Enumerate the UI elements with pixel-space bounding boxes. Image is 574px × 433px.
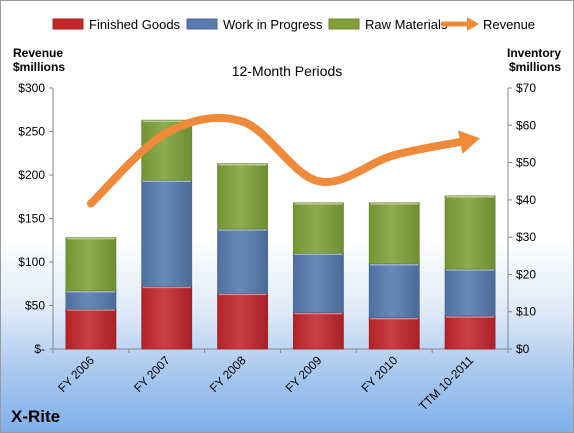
x-tick-label: FY 2009 [283,353,325,395]
brand-label: X-Rite [11,407,60,426]
bar-segment [65,290,117,310]
right-axis-title-line1: Inventory [507,46,561,60]
bar-segment [217,163,268,230]
right-tick-label: $70 [516,81,536,95]
legend-label: Finished Goods [89,17,181,32]
bar-segment [293,202,344,254]
bar-segment [217,228,268,294]
bar-segment [293,312,344,350]
right-tick-label: $20 [516,267,536,281]
left-tick-label: $300 [18,81,45,95]
bar-segment [141,179,193,287]
revenue-arrowhead [457,130,480,154]
right-tick-label: $40 [516,193,536,207]
left-tick-label: $50 [25,299,45,313]
x-tick-label: FY 2006 [55,353,97,395]
left-tick-label: $100 [18,255,45,269]
right-tick-label: $60 [516,118,536,132]
bar-segment [444,315,496,350]
x-tick-label: TTM 10-2011 [416,353,476,413]
legend-arrow [467,17,479,31]
bar-segment [368,317,420,350]
x-tick-label: FY 2007 [131,353,173,395]
legend-label: Work in Progress [223,17,323,32]
x-tick-label: FY 2010 [359,353,401,395]
legend-label: Revenue [483,17,535,32]
right-tick-label: $10 [516,305,536,319]
bar-segment [65,237,117,292]
bar-segment [368,202,420,265]
revenue-line-path [86,113,475,208]
legend-label: Raw Materials [365,17,448,32]
bar-segment [444,268,496,317]
axes: $- $50 $100 $150 $200 $250 $300 $0 $10 $20 $30 $40 $… [18,81,536,356]
bar-segment [141,285,193,350]
x-tick-label: FY 2008 [207,353,249,395]
bar-segment [65,308,117,350]
right-tick-label: $30 [516,230,536,244]
left-tick-label: $- [34,342,45,356]
legend-swatch [52,18,84,30]
left-axis-title-line1: Revenue [13,46,63,60]
left-tick-label: $150 [18,212,45,226]
legend-swatch [328,18,360,30]
left-axis-title-line2: $millions [13,60,65,74]
left-tick-label: $200 [18,168,45,182]
right-axis-title-line2: $millions [509,60,561,74]
bar-segment [444,195,496,270]
chart-title: 12-Month Periods [232,63,343,79]
bar-segment [217,292,268,350]
bar-segment [293,252,344,313]
legend: Finished Goods Work in Progress Raw Materi… [52,17,535,32]
left-tick-label: $250 [18,125,45,139]
right-tick-label: $0 [516,342,530,356]
bar-segment [368,263,420,319]
revenue-line [86,113,480,208]
right-tick-label: $50 [516,156,536,170]
x-axis-labels: FY 2006 FY 2007 FY 2008 FY 2009 FY 2010 TTM 1… [55,353,476,413]
legend-swatch [186,18,218,30]
bars [65,119,496,350]
